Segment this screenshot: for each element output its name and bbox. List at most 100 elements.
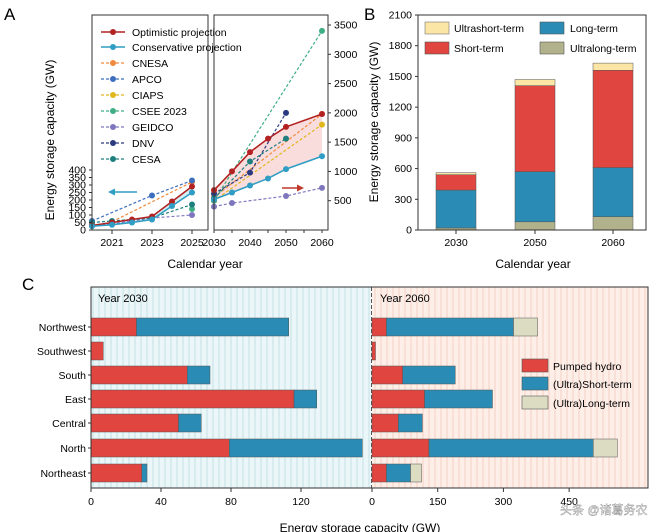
series-ciaps-right [213, 124, 323, 202]
bar-2030-northeast-ultra-short-term [141, 463, 148, 483]
panel-a-frame-left [91, 14, 209, 231]
b-ytick-label-300: 300 [394, 194, 412, 206]
bar-2060-east-pumped-hydro [371, 389, 425, 409]
series-optimistic-projection-left [91, 185, 193, 227]
point-apco-left-2023 [149, 192, 155, 199]
bar-2060-northeast-ultra-short-term [386, 463, 411, 483]
a-xtick-label-2030: 2030 [202, 237, 226, 249]
series-conservative-projection-right [213, 155, 323, 201]
a-ytick-right-label-3500: 3500 [334, 20, 358, 32]
c-xtick-label-1-300: 300 [495, 496, 513, 508]
c-xtick-label-0-40: 40 [155, 496, 167, 508]
bar-2050-ultrashort-term [514, 79, 556, 86]
legend-optimistic: Optimistic projection [101, 27, 227, 39]
series-csee-2023-right [213, 30, 323, 202]
bar-2030-east-pumped-hydro [90, 389, 295, 409]
legend-ultrashort-swatch [424, 21, 450, 35]
point-optimistic-projection-left-2025 [189, 183, 195, 190]
bar-2030-northeast-pumped-hydro [90, 463, 142, 483]
legend-ultralong-label: Ultralong-term [570, 43, 637, 55]
panel-c-title-2060: Year 2060 [380, 293, 430, 305]
legend-cesa-marker [110, 156, 116, 162]
c-xtick-label-0-0: 0 [88, 496, 94, 508]
a-ytick-left-label-150: 150 [68, 202, 86, 214]
point-conservative-projection-right-2060 [319, 153, 325, 160]
bar-2030-south-ultra-short-term [187, 365, 211, 385]
legend-ultra-long-swatch [521, 395, 549, 410]
bar-2060-north-pumped-hydro [371, 438, 430, 458]
bar-2030-long-term [435, 189, 477, 229]
legend-ultralong: Ultralong-term [539, 41, 637, 55]
point-csee-2023-right-2060 [319, 27, 325, 34]
a-ytick-left-label-250: 250 [68, 187, 86, 199]
c-category-northeast: Northeast [40, 468, 86, 480]
a-ytick-right-label-2500: 2500 [334, 78, 358, 90]
c-category-northwest: Northwest [39, 322, 86, 334]
legend-geidco-label: GEIDCO [132, 122, 173, 134]
bar-2030-north-ultra-short-term [229, 438, 363, 458]
a-ytick-left-label-0: 0 [80, 225, 86, 237]
bar-2030-south-pumped-hydro [90, 365, 188, 385]
a-xtick-label-2023: 2023 [140, 237, 164, 249]
b-ytick-label-1500: 1500 [389, 71, 413, 83]
panel-b-frame [417, 14, 647, 231]
legend-geidco: GEIDCO [101, 122, 173, 134]
point-geidco-right-2050 [283, 193, 289, 200]
a-ytick-left-label-350: 350 [68, 172, 86, 184]
bar-2060-central-pumped-hydro [371, 413, 399, 433]
bar-2030-central-pumped-hydro [90, 413, 179, 433]
panel-b-y-label: Energy storage capacity (GW) [367, 42, 381, 203]
legend-apco-label: APCO [132, 74, 162, 86]
bar-2030-central-ultra-short-term [178, 413, 202, 433]
a-ytick-right-label-1000: 1000 [334, 166, 358, 178]
arrow-left-head [108, 188, 115, 196]
bar-2050-long-term [514, 171, 556, 223]
panel-c-title-2030: Year 2030 [98, 293, 148, 305]
legend-cnesa-marker [110, 60, 116, 66]
legend-csee: CSEE 2023 [101, 106, 187, 118]
a-xtick-label-2060: 2060 [310, 237, 334, 249]
point-geidco-left-2025 [189, 212, 195, 218]
legend-optimistic-marker [110, 29, 116, 35]
panel-c-x-label: Energy storage capacity (GW) [280, 521, 441, 532]
legend-pumped-hydro: Pumped hydro [521, 358, 621, 373]
axis-direction-arrow-right [282, 184, 304, 192]
legend-shortterm: Short-term [424, 41, 504, 55]
point-ciaps-right-2060 [319, 121, 325, 128]
b-ytick-label-2100: 2100 [389, 10, 413, 22]
legend-ultra-long-label: (Ultra)Long-term [553, 398, 630, 410]
bar-2050-short-term [514, 85, 556, 172]
bar-2030-short-term [435, 174, 477, 191]
legend-ciaps-marker [110, 92, 116, 98]
a-xtick-label-2050: 2050 [274, 237, 298, 249]
point-geidco-right-2060 [319, 184, 325, 191]
bar-2060-ultrashort-term [592, 62, 634, 71]
a-ytick-right-label-3000: 3000 [334, 49, 358, 61]
legend-longterm-label: Long-term [570, 23, 618, 35]
bar-2030-northwest-ultra-short-term [136, 317, 289, 337]
series-optimistic-projection-right [213, 113, 323, 191]
legend-ultrashort-label: Ultrashort-term [454, 23, 524, 35]
c-xtick-label-0-120: 120 [292, 496, 310, 508]
arrow-right-head [297, 184, 304, 192]
bar-2060-central-ultra-short-term [398, 413, 423, 433]
legend-ultra-short-swatch [521, 376, 549, 391]
legend-pumped-hydro-label: Pumped hydro [553, 361, 621, 373]
panel-b-label: B [364, 5, 375, 24]
a-xtick-label-2025: 2025 [180, 237, 204, 249]
legend-ultralong-swatch [539, 41, 565, 55]
point-conservative-projection-right-2035 [229, 189, 235, 196]
legend-ciaps-label: CIAPS [132, 90, 164, 102]
point-csee-2023-left-2025 [189, 206, 195, 212]
series-conservative-projection-left [91, 191, 193, 228]
panel-a-legend: Optimistic projection Conservative proje… [101, 27, 242, 166]
legend-ultra-long: (Ultra)Long-term [521, 395, 630, 410]
a-ytick-left-label-100: 100 [68, 210, 86, 222]
point-conservative-projection-left-2023 [149, 216, 155, 223]
legend-conservative-marker [110, 44, 116, 50]
point-conservative-projection-left-2021 [109, 221, 115, 228]
axis-direction-arrow-left [108, 188, 137, 196]
legend-ultra-short: (Ultra)Short-term [521, 376, 632, 391]
point-dnv-right-2040 [247, 169, 253, 176]
